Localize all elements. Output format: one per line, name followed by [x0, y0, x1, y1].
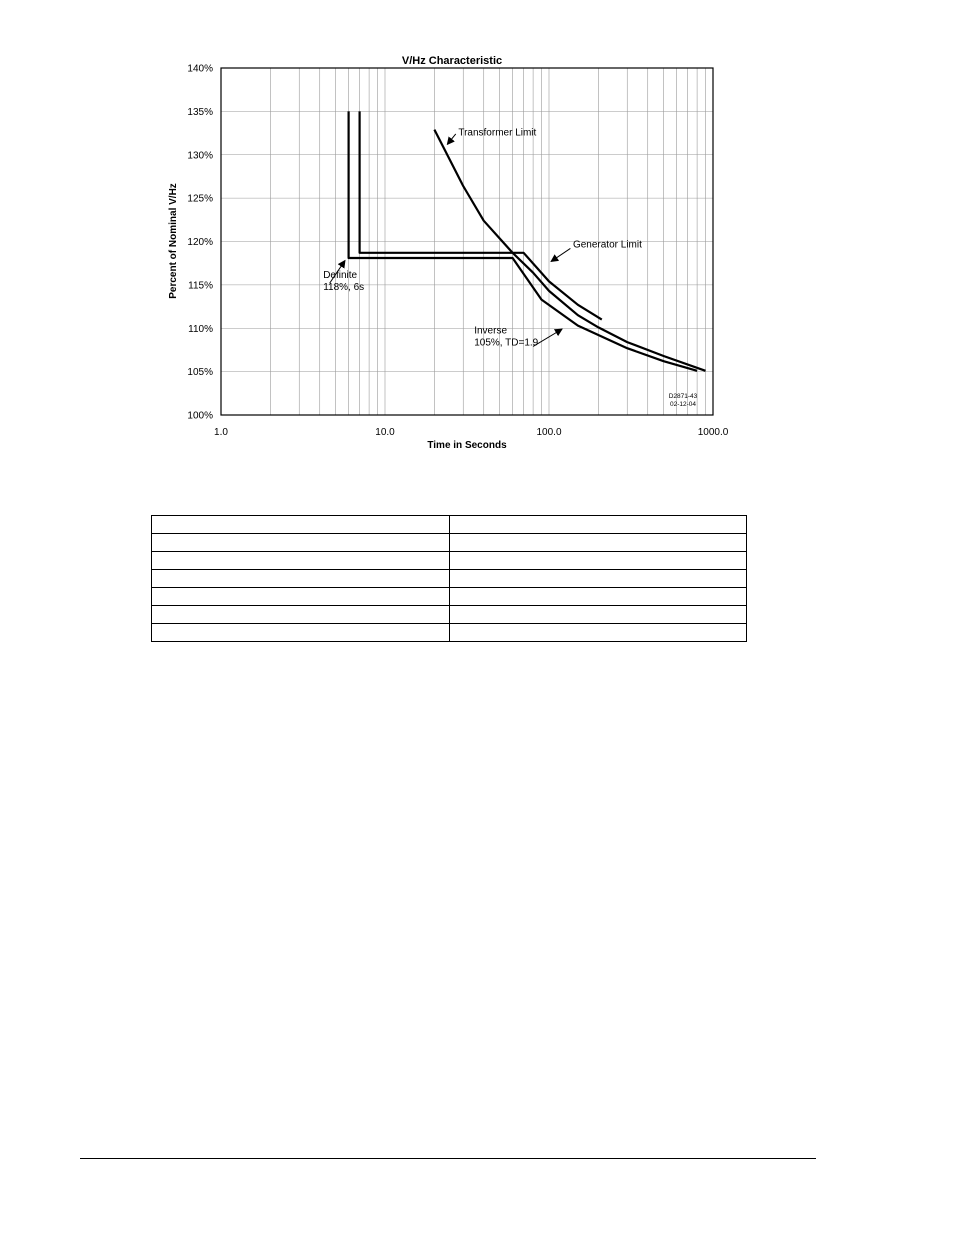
annotation-definite-text: Definite — [323, 270, 357, 281]
table-cell — [151, 605, 450, 624]
table-cell — [151, 515, 450, 534]
series-line-1 — [347, 111, 698, 372]
y-tick-label: 130% — [187, 150, 213, 161]
table-row — [151, 623, 747, 642]
annotation-generator-arrow — [550, 248, 571, 263]
tick-labels: 1.0 10.0 100.0 1000.0 100% 105% 110% 115% 120% 12… — [187, 64, 728, 439]
y-tick-label: 125% — [187, 194, 213, 205]
table-row — [151, 551, 747, 570]
table-row — [151, 533, 747, 552]
x-axis-label: Time in Seconds — [427, 440, 507, 451]
table-cell — [448, 515, 747, 534]
annotation-inverse-text: 105%, TD=1.9 — [474, 337, 538, 348]
plot-frame — [220, 67, 714, 416]
table-cell — [151, 587, 450, 606]
y-tick-label: 105% — [187, 367, 213, 378]
annotation-transformer-arrow — [446, 133, 457, 146]
y-tick-label: 110% — [188, 324, 213, 335]
x-tick-label: 100.0 — [536, 427, 561, 438]
vhz-characteristic-chart: V/Hz Characteristic 1.0 10.0 100.0 1000.0 10… — [160, 50, 740, 460]
table-cell — [448, 569, 747, 588]
y-tick-label: 120% — [187, 237, 213, 248]
y-tick-label: 100% — [187, 411, 213, 422]
y-axis-label: Percent of Nominal V/Hz — [168, 183, 179, 299]
annotation-inverse-arrow — [532, 328, 563, 347]
table-row — [151, 587, 747, 606]
y-tick-label: 115% — [188, 280, 213, 291]
x-tick-label: 1000.0 — [698, 427, 729, 438]
y-tick-label: 135% — [187, 107, 213, 118]
table-cell — [448, 605, 747, 624]
annotation-definite-text: 118%, 6s — [323, 282, 364, 293]
table-cell — [151, 623, 450, 642]
blank-table — [151, 515, 747, 642]
table-cell — [448, 587, 747, 606]
table-cell — [448, 551, 747, 570]
table-cell — [151, 533, 450, 552]
table-row — [151, 605, 747, 624]
series-line-2 — [358, 111, 603, 321]
y-tick-label: 140% — [187, 64, 213, 75]
annotation-generator-text: Generator Limit — [573, 240, 642, 251]
chart-title: V/Hz Characteristic — [402, 55, 502, 67]
chart-canvas: V/Hz Characteristic 1.0 10.0 100.0 1000.0 10… — [168, 55, 729, 451]
figure-id: D2871-43 — [669, 393, 698, 400]
footer-rule — [80, 1158, 816, 1159]
series — [347, 111, 706, 372]
series-line-3 — [433, 129, 706, 372]
table-cell — [448, 533, 747, 552]
x-tick-label: 1.0 — [214, 427, 228, 438]
table-cell — [151, 569, 450, 588]
table-cell — [151, 551, 450, 570]
x-tick-label: 10.0 — [375, 427, 395, 438]
annotations: Transformer Limit Generator Limit Definite… — [323, 128, 697, 408]
annotation-inverse-text: Inverse — [474, 325, 507, 336]
table-row — [151, 569, 747, 588]
table-row — [151, 515, 747, 534]
annotation-transformer-text: Transformer Limit — [458, 128, 536, 139]
table-cell — [448, 623, 747, 642]
figure-id: 02-12-04 — [670, 401, 696, 408]
annotation-definite-arrow — [329, 259, 346, 284]
